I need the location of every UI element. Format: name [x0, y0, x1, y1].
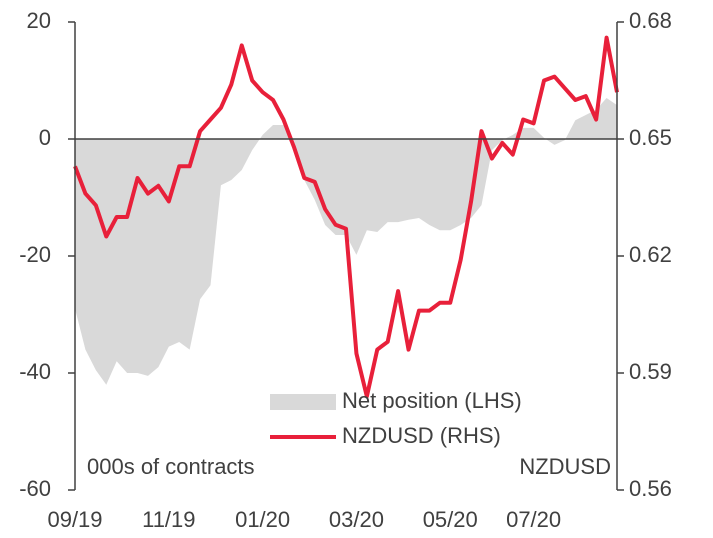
y2-tick-label: 0.62 — [629, 242, 672, 267]
y2-tick-label: 0.68 — [629, 8, 672, 33]
annotation: 000s of contracts — [87, 454, 255, 479]
legend-label: Net position (LHS) — [342, 388, 522, 413]
x-tick-label: 11/19 — [142, 507, 195, 532]
x-tick-label: 05/20 — [423, 507, 478, 532]
legend-label: NZDUSD (RHS) — [342, 423, 501, 448]
x-tick-label: 01/20 — [235, 507, 290, 532]
y2-tick-label: 0.65 — [629, 125, 672, 150]
y-tick-label: -20 — [19, 242, 51, 267]
area — [75, 98, 617, 385]
y-tick-label: -60 — [19, 476, 51, 501]
x-tick-label: 03/20 — [329, 507, 384, 532]
y-tick-label: 20 — [27, 8, 51, 33]
y-tick-label: -40 — [19, 359, 51, 384]
annotation: NZDUSD — [519, 454, 611, 479]
legend-swatch — [270, 394, 336, 410]
y-tick-label: 0 — [39, 125, 51, 150]
line — [73, 35, 619, 399]
y2-tick-label: 0.56 — [629, 476, 672, 501]
x-tick-label: 09/19 — [47, 507, 102, 532]
x-tick-label: 07/20 — [506, 507, 561, 532]
y2-tick-label: 0.59 — [629, 359, 672, 384]
